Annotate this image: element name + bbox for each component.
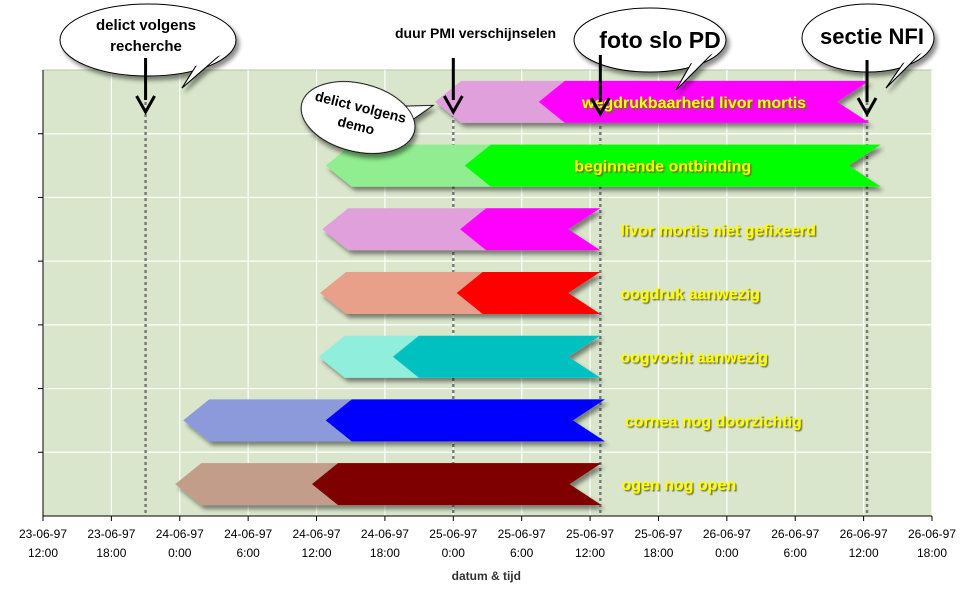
x-tick-label-time: 6:00 [784, 546, 808, 560]
bar-inner-range [460, 208, 601, 251]
bar-label: oogdruk aanwezig [620, 286, 760, 303]
bar-label: oogvocht aanwezig [620, 350, 768, 367]
arrow-head [135, 95, 156, 116]
x-tick-label-time: 18:00 [643, 546, 673, 560]
callout-text: foto slo PD [599, 27, 720, 53]
bar-3 [320, 272, 601, 314]
x-tick-label-date: 24-06-97 [156, 527, 204, 541]
bar-6 [175, 463, 602, 506]
bar-4 [318, 335, 601, 378]
callout-tail-outline [181, 52, 224, 89]
x-tick-label-time: 0:00 [168, 546, 192, 560]
x-tick-label-time: 12:00 [849, 546, 879, 560]
x-tick-label-date: 23-06-97 [87, 527, 135, 541]
bar-0 [435, 80, 870, 123]
x-tick-label-time: 0:00 [442, 546, 466, 560]
bar-inner-range [538, 80, 870, 123]
x-tick-label-date: 24-06-97 [293, 527, 341, 541]
arrow-head [443, 95, 464, 116]
bar-1 [325, 144, 881, 187]
x-tick-label-date: 25-06-97 [429, 527, 477, 541]
marker-label-pmi: duur PMI verschijnselen [395, 25, 556, 41]
callout-bubble [59, 3, 237, 77]
bar-label: beginnende ontbinding [574, 159, 751, 176]
x-tick-label-date: 26-06-97 [840, 527, 888, 541]
callout-seam [900, 47, 927, 64]
callout-seam [687, 48, 718, 65]
x-tick-label-time: 18:00 [370, 546, 400, 560]
x-axis: 23-06-97 12:00 23-06-97 18:00 24-06-97 0:00 24… [19, 70, 956, 583]
x-tick-label-date: 26-06-97 [703, 527, 751, 541]
x-tick-label-date: 24-06-97 [224, 527, 272, 541]
callout-seam [191, 50, 227, 68]
callout-seam [385, 102, 402, 132]
x-axis-title: datum & tijd [452, 569, 521, 583]
callout-text: sectie NFI [820, 24, 924, 49]
bar-inner-range [392, 335, 601, 378]
callout-delict-recherche [59, 3, 237, 89]
bar-label: wegdrukbaarheid livor mortis [581, 95, 806, 112]
x-tick-label-time: 6:00 [510, 546, 534, 560]
x-tick-label-date: 25-06-97 [498, 527, 546, 541]
x-tick-label-time: 18:00 [96, 546, 126, 560]
x-tick-label-date: 24-06-97 [361, 527, 409, 541]
bar-label: ogen nog open [621, 477, 736, 494]
callout-tail-outline [675, 50, 715, 91]
arrow-head [856, 97, 878, 118]
bar-inner-range [312, 463, 602, 506]
arrow-head [590, 97, 611, 118]
callout-foto-slo-pd [573, 7, 727, 91]
bar-label: cornea nog doorzichtig [625, 413, 802, 430]
callout-bubble [573, 7, 727, 73]
x-tick-label-time: 0:00 [715, 546, 739, 560]
x-tick-label-date: 26-06-97 [908, 527, 956, 541]
bar-inner-range [464, 144, 881, 187]
callout-bubble [300, 81, 416, 154]
callout-text-line: recherche [110, 38, 182, 55]
bar-2 [322, 208, 601, 251]
x-tick-label-time: 12:00 [575, 546, 605, 560]
x-tick-label-date: 23-06-97 [19, 527, 67, 541]
x-tick-label-date: 25-06-97 [634, 527, 682, 541]
bar-5 [183, 399, 605, 442]
x-tick-label-time: 12:00 [302, 546, 332, 560]
x-tick-label-date: 25-06-97 [566, 527, 614, 541]
bar-labels: wegdrukbaarheid livor mortis beginnende o… [574, 95, 816, 494]
x-tick-label-time: 18:00 [917, 546, 947, 560]
bar-inner-range [325, 399, 605, 442]
bar-inner-range [456, 272, 601, 314]
callout-text-line: delict volgens [96, 17, 196, 34]
callout-bubble-group [300, 81, 435, 154]
bar-label: livor mortis niet gefixeerd [620, 222, 816, 239]
x-tick-label-date: 26-06-97 [771, 527, 819, 541]
x-tick-label-time: 6:00 [236, 546, 260, 560]
bars [175, 80, 881, 506]
callout-tail-outline [885, 49, 925, 89]
x-tick-label-time: 12:00 [28, 546, 58, 560]
callouts: delict volgens recherche duur PMI verschij… [59, 3, 935, 154]
